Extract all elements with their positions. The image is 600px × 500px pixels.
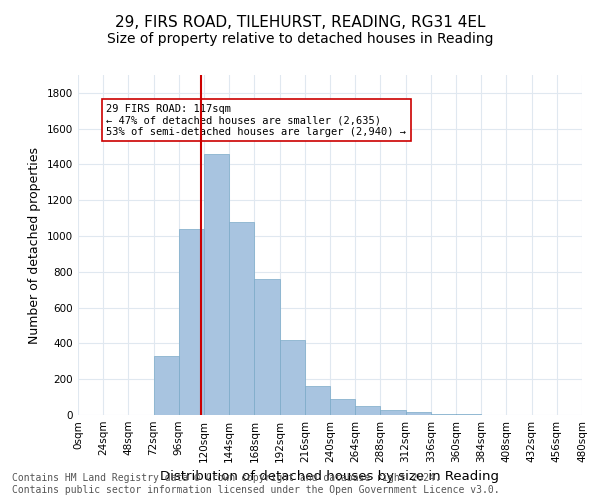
Text: 29 FIRS ROAD: 117sqm
← 47% of detached houses are smaller (2,635)
53% of semi-de: 29 FIRS ROAD: 117sqm ← 47% of detached h… (106, 104, 406, 137)
Text: Size of property relative to detached houses in Reading: Size of property relative to detached ho… (107, 32, 493, 46)
Bar (355, 406, 380, 415)
Bar (229, 222, 254, 415)
X-axis label: Distribution of detached houses by size in Reading: Distribution of detached houses by size … (161, 470, 499, 484)
Bar (406, 412, 431, 415)
Bar (431, 414, 456, 415)
Bar (380, 410, 406, 415)
Bar (179, 229, 204, 415)
Bar (254, 279, 280, 415)
Bar (154, 356, 179, 415)
Bar (305, 386, 330, 415)
Text: Contains HM Land Registry data © Crown copyright and database right 2024.
Contai: Contains HM Land Registry data © Crown c… (12, 474, 500, 495)
Y-axis label: Number of detached properties: Number of detached properties (28, 146, 41, 344)
Bar (280, 340, 305, 415)
Bar (456, 414, 481, 415)
Bar (330, 399, 355, 415)
Bar (204, 154, 229, 415)
Text: 29, FIRS ROAD, TILEHURST, READING, RG31 4EL: 29, FIRS ROAD, TILEHURST, READING, RG31 … (115, 15, 485, 30)
